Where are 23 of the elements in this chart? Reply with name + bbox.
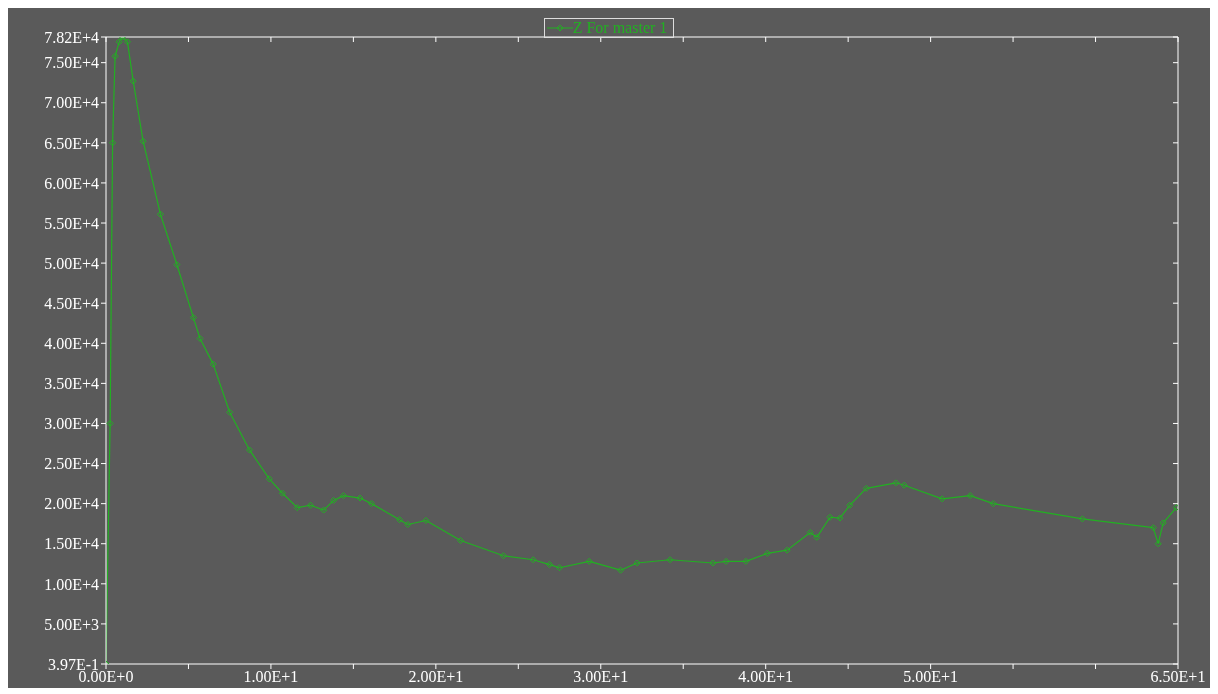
y-tick-label: 4.50E+4 (44, 294, 99, 312)
y-tick-label: 4.00E+4 (44, 334, 99, 352)
x-tick-label: 3.00E+1 (573, 668, 629, 686)
y-tick-label: 7.50E+4 (44, 54, 99, 72)
y-tick-label: 5.00E+4 (44, 254, 99, 272)
x-tick-label: 6.50E+1 (1150, 668, 1206, 686)
y-tick-label: 7.82E+4 (44, 28, 99, 46)
y-tick-label: 3.50E+4 (44, 375, 99, 393)
y-tick-label: 5.00E+3 (44, 615, 99, 633)
y-tick-label: 1.00E+4 (44, 575, 99, 593)
y-tick-label: 5.50E+4 (44, 214, 99, 232)
y-tick-label: 7.00E+4 (44, 94, 99, 112)
legend-label: Z For master 1 (572, 19, 668, 36)
y-tick-label: 1.50E+4 (44, 535, 99, 553)
x-tick-label: 1.00E+1 (243, 668, 299, 686)
x-tick-label: 5.00E+1 (903, 668, 959, 686)
x-tick-label: 2.00E+1 (408, 668, 464, 686)
x-tick-label: 4.00E+1 (738, 668, 794, 686)
y-tick-label: 6.50E+4 (44, 134, 99, 152)
y-tick-label: 6.00E+4 (44, 174, 99, 192)
y-tick-label: 2.00E+4 (44, 495, 99, 513)
y-tick-label: 2.50E+4 (44, 455, 99, 473)
y-tick-label: 3.00E+4 (44, 415, 99, 433)
